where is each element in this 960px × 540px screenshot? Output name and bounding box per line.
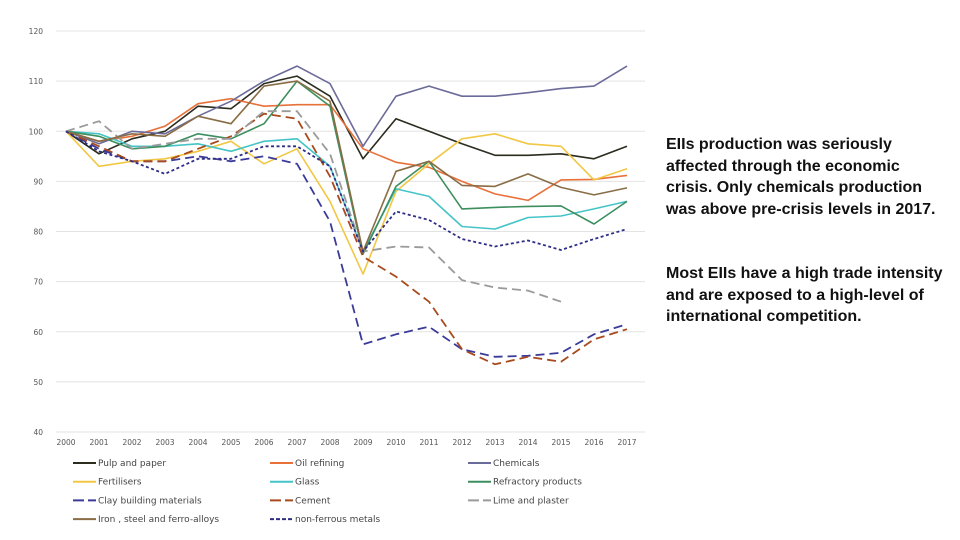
x-tick-label: 2011 xyxy=(419,438,438,447)
commentary-paragraph-2: Most EIIs have a high trade intensity an… xyxy=(666,265,943,325)
x-tick-label: 2003 xyxy=(155,438,174,447)
legend-label: Chemicals xyxy=(493,459,540,469)
legend-label: Iron , steel and ferro-alloys xyxy=(98,515,219,525)
legend-label: Oil refining xyxy=(295,459,344,469)
legend-label: Fertilisers xyxy=(98,478,142,488)
series-line-refractory-products xyxy=(65,80,628,255)
x-tick-label: 2012 xyxy=(452,438,471,447)
series-line-cement xyxy=(65,112,628,366)
series-line-lime-and-plaster xyxy=(65,110,562,303)
y-tick-label: 120 xyxy=(29,27,44,36)
x-tick-label: 2004 xyxy=(188,438,207,447)
series-line-chemicals xyxy=(65,65,628,148)
legend-label: Clay building materials xyxy=(98,496,202,506)
y-tick-label: 50 xyxy=(33,378,43,387)
x-tick-label: 2013 xyxy=(485,438,504,447)
series-line-clay-building-materials xyxy=(65,130,628,358)
y-tick-label: 70 xyxy=(33,278,43,287)
x-tick-label: 2008 xyxy=(320,438,339,447)
x-tick-label: 2016 xyxy=(584,438,603,447)
y-tick-label: 90 xyxy=(33,177,43,186)
x-tick-label: 2005 xyxy=(221,438,240,447)
legend-label: Glass xyxy=(295,478,320,488)
x-tick-label: 2009 xyxy=(353,438,372,447)
x-tick-label: 2006 xyxy=(254,438,273,447)
y-tick-label: 80 xyxy=(33,228,43,237)
y-tick-label: 110 xyxy=(29,77,44,86)
y-tick-label: 60 xyxy=(33,328,43,337)
y-tick-label: 100 xyxy=(29,127,44,136)
x-tick-label: 2017 xyxy=(617,438,636,447)
series-line-fertilisers xyxy=(65,130,628,275)
legend-label: Refractory products xyxy=(493,478,582,488)
x-tick-label: 2002 xyxy=(122,438,141,447)
x-tick-label: 2014 xyxy=(518,438,537,447)
x-tick-label: 2000 xyxy=(56,438,75,447)
x-tick-label: 2001 xyxy=(89,438,108,447)
legend-label: non-ferrous metals xyxy=(295,515,381,525)
series-line-oil-refining xyxy=(65,97,628,202)
x-tick-label: 2007 xyxy=(287,438,306,447)
series-line-non-ferrous-metals xyxy=(65,130,628,253)
legend-label: Pulp and paper xyxy=(98,459,166,469)
legend-label: Cement xyxy=(295,496,331,506)
series-line-iron-steel-and-ferro-alloys xyxy=(65,80,628,253)
x-tick-label: 2010 xyxy=(386,438,405,447)
y-tick-label: 40 xyxy=(33,428,43,437)
legend-label: Lime and plaster xyxy=(493,496,569,506)
commentary-paragraph-1: EIIs production was seriously affected t… xyxy=(666,136,936,218)
x-tick-label: 2015 xyxy=(551,438,570,447)
